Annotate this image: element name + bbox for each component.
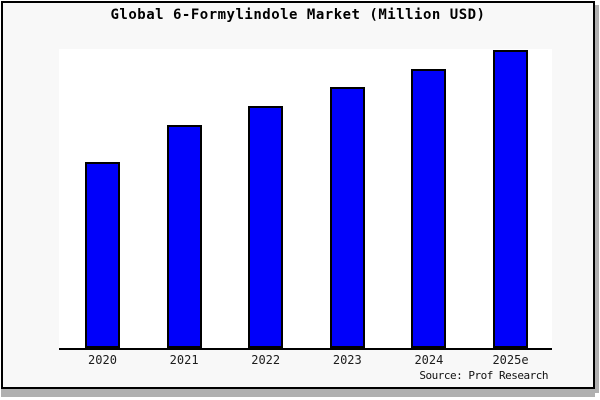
x-tick-label-2024: 2024	[414, 353, 444, 367]
x-tick-label-2023: 2023	[332, 353, 362, 367]
bar-2025e	[493, 50, 528, 348]
x-tick-label-2021: 2021	[169, 353, 199, 367]
bar-2021	[167, 125, 202, 348]
plot-area	[59, 49, 552, 350]
x-tick-label-2020: 2020	[88, 353, 117, 367]
bar-2020	[85, 162, 120, 348]
bar-2023	[330, 87, 365, 348]
bar-2022	[248, 106, 283, 348]
bar-2024	[411, 69, 446, 348]
chart-title: Global 6-Formylindole Market (Million US…	[110, 7, 486, 23]
x-tick-label-2025e: 2025e	[492, 353, 529, 367]
figure-frame: Global 6-Formylindole Market (Million US…	[1, 1, 595, 389]
source-note: Source: Prof Research	[419, 369, 548, 382]
x-tick-label-2022: 2022	[251, 353, 281, 367]
